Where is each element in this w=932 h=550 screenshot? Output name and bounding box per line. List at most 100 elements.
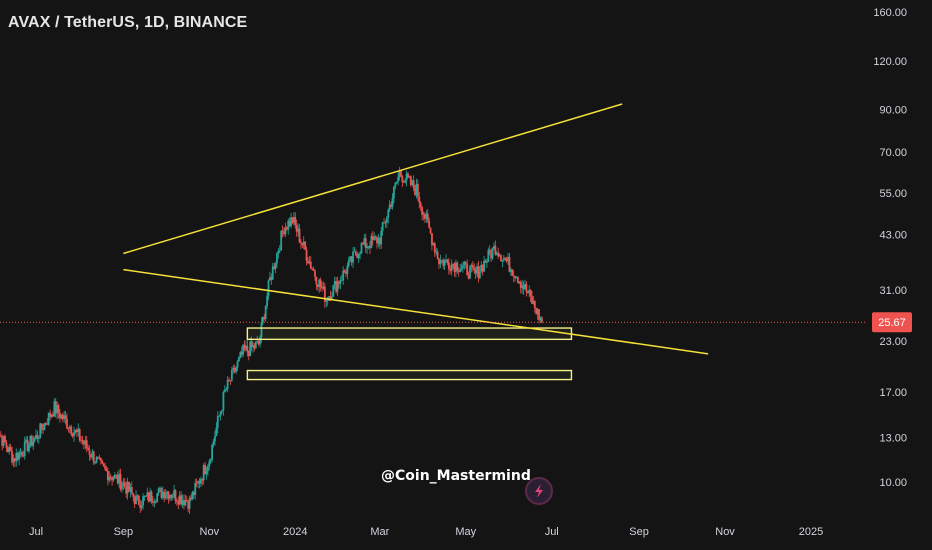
- candle-body: [1, 436, 4, 446]
- candle-body: [130, 487, 133, 494]
- candle-body: [91, 451, 94, 458]
- candle-body: [326, 300, 329, 301]
- candle-body: [108, 476, 111, 481]
- candle-body: [384, 222, 387, 224]
- candle-body: [236, 361, 239, 368]
- candle-body: [204, 465, 206, 475]
- candle-body: [13, 458, 16, 462]
- support-zone-upper[interactable]: [246, 327, 573, 341]
- candle-body: [305, 249, 308, 261]
- candle-body: [97, 457, 99, 458]
- candle-body: [342, 270, 345, 281]
- candle-body: [245, 345, 247, 350]
- candle-body: [128, 481, 130, 492]
- time-axis[interactable]: Jul Sep Nov 2024 Mar May Jul Sep Nov 2025: [29, 526, 823, 538]
- candle-body: [261, 316, 264, 323]
- drawings-layer[interactable]: [0, 103, 866, 381]
- candle-body: [109, 476, 112, 478]
- candle-body: [185, 500, 188, 502]
- candle-body: [232, 367, 235, 370]
- candle-body: [121, 484, 123, 490]
- candle-body: [304, 241, 307, 250]
- candle-body: [11, 451, 13, 463]
- candle-body: [135, 495, 137, 504]
- candle-body: [123, 482, 126, 487]
- candle-body: [387, 209, 390, 218]
- price-tick-label: 160.00: [873, 7, 907, 19]
- upper-ascending-trendline[interactable]: [123, 103, 623, 255]
- candle-body: [238, 357, 240, 362]
- candle-body: [59, 413, 61, 419]
- candle-body: [105, 468, 108, 472]
- candle-body: [269, 277, 271, 281]
- candle-body: [483, 260, 485, 272]
- candle-body: [252, 345, 254, 348]
- price-axis[interactable]: 160.00 120.00 90.00 70.00 55.00 43.00 31.00 23.…: [872, 7, 912, 489]
- candle-body: [133, 496, 136, 504]
- candle-body: [309, 261, 312, 269]
- candle-body: [153, 501, 156, 503]
- candle-body: [447, 262, 450, 270]
- candle-body: [230, 369, 233, 381]
- candle-body: [22, 455, 25, 457]
- candle-body: [407, 173, 409, 178]
- candle-body: [49, 412, 51, 417]
- candle-body: [500, 255, 502, 262]
- candle-body: [114, 474, 116, 479]
- candle-body: [215, 427, 218, 437]
- candle-body: [308, 261, 311, 264]
- candle-body: [314, 270, 316, 277]
- candle-body: [471, 264, 474, 268]
- candle-body: [221, 409, 223, 412]
- candle-body: [463, 261, 466, 266]
- candle-body: [428, 220, 431, 228]
- candle-body: [119, 473, 122, 490]
- candle-body: [207, 466, 209, 472]
- candle-body: [421, 207, 423, 215]
- lower-descending-trendline[interactable]: [123, 268, 709, 355]
- candle-body: [111, 477, 113, 481]
- candle-body: [9, 446, 12, 452]
- candle-body: [56, 405, 59, 414]
- candle-body: [253, 345, 256, 349]
- candle-body: [77, 429, 80, 432]
- candle-body: [329, 296, 332, 300]
- candle-body: [152, 501, 154, 503]
- candle-body: [47, 412, 50, 425]
- candle-body: [418, 196, 421, 203]
- candle-body: [246, 345, 249, 352]
- candle-body: [335, 281, 338, 292]
- candle-body: [157, 488, 160, 494]
- candle-body: [535, 308, 538, 315]
- candle-body: [67, 428, 70, 430]
- candle-body: [457, 271, 460, 273]
- candle-body: [456, 262, 459, 272]
- candle-body: [298, 228, 301, 243]
- candle-body: [87, 448, 90, 451]
- candle-body: [132, 493, 135, 497]
- support-zone-lower[interactable]: [246, 369, 573, 381]
- candle-body: [4, 435, 6, 443]
- candle-body: [345, 272, 347, 274]
- candle-body: [75, 429, 78, 432]
- candle-body: [259, 337, 261, 345]
- candle-body: [90, 454, 92, 458]
- candle-body: [287, 220, 290, 230]
- candle-body: [197, 481, 199, 483]
- candle-body: [260, 322, 263, 338]
- candle-body: [166, 491, 168, 495]
- candle-body: [276, 252, 278, 264]
- candle-body: [400, 171, 402, 176]
- candle-body: [390, 204, 392, 207]
- candle-body: [325, 300, 328, 302]
- candle-body: [318, 279, 321, 288]
- candle-body: [208, 461, 211, 467]
- candle-body: [146, 492, 149, 497]
- candle-body: [363, 238, 366, 245]
- candle-body: [281, 230, 284, 233]
- candle-body: [364, 238, 367, 249]
- candle-body: [385, 217, 388, 223]
- candle-body: [225, 389, 228, 390]
- candle-body: [198, 481, 201, 484]
